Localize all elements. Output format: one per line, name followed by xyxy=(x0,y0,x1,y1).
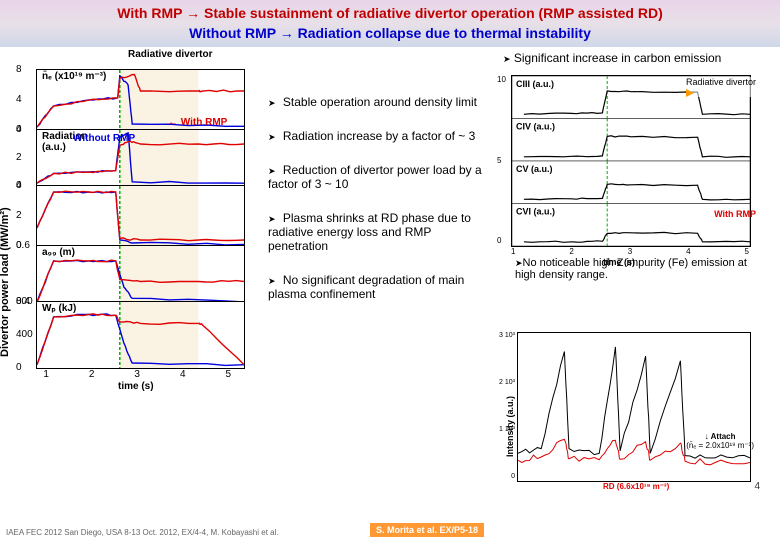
reference-badge: S. Morita et al. EX/P5-18 xyxy=(370,523,484,537)
carbon-emission-plot: CIII (a.u.) CIV (a.u.) CV (a.u.) CVI (a.u.)… xyxy=(511,75,751,247)
svg-text:CIV (a.u.): CIV (a.u.) xyxy=(516,122,555,132)
slide-header: With RMP → Stable sustainment of radiati… xyxy=(0,0,780,47)
divertor-power-ylabel: Divertor power load (MW/m²) xyxy=(0,207,11,357)
page-number: 4 xyxy=(754,481,760,492)
svg-text:CVI (a.u.): CVI (a.u.) xyxy=(516,207,555,217)
bullet-item: Reduction of divertor power load by a fa… xyxy=(268,163,493,191)
bullets-column: Stable operation around density limit Ra… xyxy=(268,47,493,517)
fe-note: No noticeable high Z impurity (Fe) emiss… xyxy=(515,257,768,281)
bullet-item: No significant degradation of main plasm… xyxy=(268,273,493,301)
carbon-bullet: Significant increase in carbon emission xyxy=(503,51,721,65)
svg-text:CV (a.u.): CV (a.u.) xyxy=(516,164,553,174)
bullet-item: Stable operation around density limit xyxy=(268,95,493,109)
bullet-item: Radiation increase by a factor of ~ 3 xyxy=(268,129,493,143)
intensity-spectrum-plot xyxy=(517,332,751,482)
svg-text:CIII (a.u.): CIII (a.u.) xyxy=(516,79,554,89)
footer-citation: IAEA FEC 2012 San Diego, USA 8-13 Oct. 2… xyxy=(6,528,279,537)
bullet-item: Plasma shrinks at RD phase due to radiat… xyxy=(268,211,493,253)
left-plot-column: Radiative divertor048n̄ₑ (x10¹⁹ m⁻³)024R… xyxy=(0,47,268,517)
right-column: Significant increase in carbon emission … xyxy=(493,47,768,517)
